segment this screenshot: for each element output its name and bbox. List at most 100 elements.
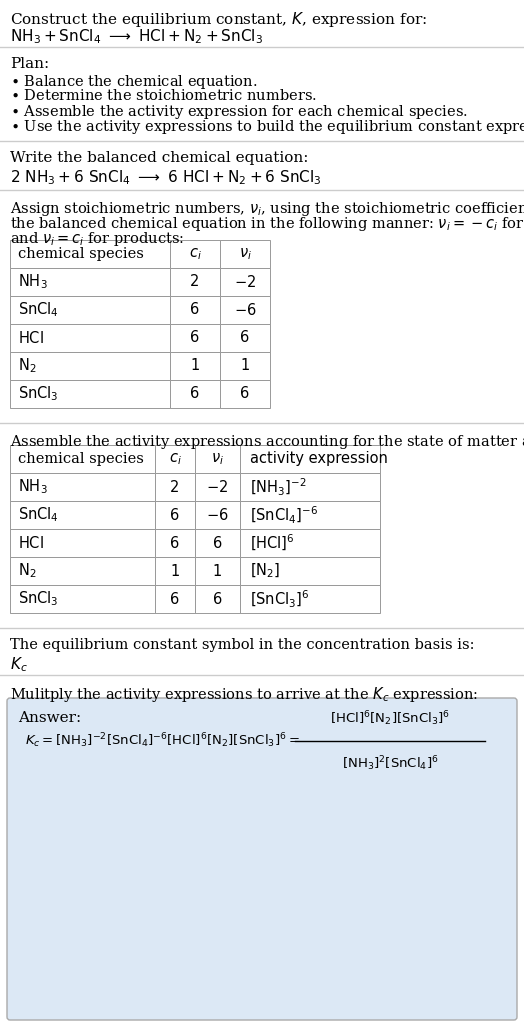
Text: $[\mathrm{N_2}]$: $[\mathrm{N_2}]$ xyxy=(250,562,280,580)
Bar xyxy=(195,585,240,613)
Text: 6: 6 xyxy=(170,535,180,550)
Bar xyxy=(170,324,220,352)
Text: $\mathrm{SnCl_3}$: $\mathrm{SnCl_3}$ xyxy=(18,589,59,609)
Bar xyxy=(10,296,170,324)
Text: chemical species: chemical species xyxy=(18,247,144,261)
Text: 6: 6 xyxy=(190,303,200,317)
Text: $\mathrm{SnCl_4}$: $\mathrm{SnCl_4}$ xyxy=(18,301,59,319)
Bar xyxy=(10,268,170,296)
Bar xyxy=(220,296,270,324)
Bar xyxy=(10,473,155,501)
Bar xyxy=(10,529,155,557)
Text: Construct the equilibrium constant, $K$, expression for:: Construct the equilibrium constant, $K$,… xyxy=(10,10,427,29)
Text: Write the balanced chemical equation:: Write the balanced chemical equation: xyxy=(10,151,309,165)
Text: $c_i$: $c_i$ xyxy=(189,247,201,262)
Bar xyxy=(240,557,380,585)
Bar xyxy=(220,240,270,268)
Bar xyxy=(240,473,380,501)
Text: $\mathrm{SnCl_4}$: $\mathrm{SnCl_4}$ xyxy=(18,505,59,525)
Bar xyxy=(10,445,155,473)
Bar xyxy=(220,324,270,352)
Text: $\mathrm{NH_3}$: $\mathrm{NH_3}$ xyxy=(18,273,48,292)
Text: $\bullet$ Use the activity expressions to build the equilibrium constant express: $\bullet$ Use the activity expressions t… xyxy=(10,118,524,136)
Text: 6: 6 xyxy=(213,535,222,550)
Bar xyxy=(170,380,220,408)
Bar xyxy=(240,529,380,557)
Text: The equilibrium constant symbol in the concentration basis is:: The equilibrium constant symbol in the c… xyxy=(10,638,475,652)
Text: and $\nu_i = c_i$ for products:: and $\nu_i = c_i$ for products: xyxy=(10,230,184,248)
Text: 1: 1 xyxy=(213,564,222,578)
Text: the balanced chemical equation in the following manner: $\nu_i = -c_i$ for react: the balanced chemical equation in the fo… xyxy=(10,215,524,233)
Text: $[\mathrm{NH_3}]^2 [\mathrm{SnCl_4}]^6$: $[\mathrm{NH_3}]^2 [\mathrm{SnCl_4}]^6$ xyxy=(342,754,439,772)
Bar xyxy=(155,501,195,529)
Bar xyxy=(10,501,155,529)
Bar xyxy=(10,557,155,585)
Bar xyxy=(10,240,170,268)
Text: 6: 6 xyxy=(170,507,180,523)
Text: $\nu_i$: $\nu_i$ xyxy=(238,247,252,262)
Text: Assign stoichiometric numbers, $\nu_i$, using the stoichiometric coefficients, $: Assign stoichiometric numbers, $\nu_i$, … xyxy=(10,201,524,218)
Text: $K_c = [\mathrm{NH_3}]^{-2} [\mathrm{SnCl_4}]^{-6} [\mathrm{HCl}]^6 [\mathrm{N_2: $K_c = [\mathrm{NH_3}]^{-2} [\mathrm{SnC… xyxy=(25,731,300,750)
Text: $K_c$: $K_c$ xyxy=(10,655,28,674)
Bar xyxy=(170,352,220,380)
Text: $\mathrm{N_2}$: $\mathrm{N_2}$ xyxy=(18,562,37,580)
Text: $\bullet$ Determine the stoichiometric numbers.: $\bullet$ Determine the stoichiometric n… xyxy=(10,88,317,103)
Text: $\mathrm{NH_3}$: $\mathrm{NH_3}$ xyxy=(18,478,48,496)
Text: $\mathrm{NH_3 + SnCl_4 \ \longrightarrow \ HCl + N_2 + SnCl_3}$: $\mathrm{NH_3 + SnCl_4 \ \longrightarrow… xyxy=(10,27,263,46)
FancyBboxPatch shape xyxy=(7,698,517,1020)
Text: $[\mathrm{SnCl_3}]^6$: $[\mathrm{SnCl_3}]^6$ xyxy=(250,588,309,610)
Text: activity expression: activity expression xyxy=(250,451,388,466)
Text: $\mathrm{HCl}$: $\mathrm{HCl}$ xyxy=(18,330,44,346)
Bar xyxy=(155,585,195,613)
Text: 1: 1 xyxy=(190,358,200,373)
Text: $[\mathrm{NH_3}]^{-2}$: $[\mathrm{NH_3}]^{-2}$ xyxy=(250,477,307,497)
Bar xyxy=(155,445,195,473)
Text: $\mathrm{SnCl_3}$: $\mathrm{SnCl_3}$ xyxy=(18,385,59,403)
Text: 6: 6 xyxy=(190,330,200,346)
Bar xyxy=(240,585,380,613)
Bar xyxy=(195,529,240,557)
Bar xyxy=(220,352,270,380)
Bar xyxy=(170,268,220,296)
Text: 1: 1 xyxy=(241,358,249,373)
Text: 1: 1 xyxy=(170,564,180,578)
Text: Mulitply the activity expressions to arrive at the $K_c$ expression:: Mulitply the activity expressions to arr… xyxy=(10,685,478,704)
Text: 6: 6 xyxy=(170,591,180,607)
Bar xyxy=(170,296,220,324)
Text: Assemble the activity expressions accounting for the state of matter and $\nu_i$: Assemble the activity expressions accoun… xyxy=(10,433,524,451)
Bar xyxy=(240,445,380,473)
Bar xyxy=(155,557,195,585)
Text: 6: 6 xyxy=(241,330,249,346)
Text: $[\mathrm{SnCl_4}]^{-6}$: $[\mathrm{SnCl_4}]^{-6}$ xyxy=(250,504,318,526)
Text: $-6$: $-6$ xyxy=(234,302,256,318)
Text: $\nu_i$: $\nu_i$ xyxy=(211,451,224,466)
Bar xyxy=(170,240,220,268)
Text: $\mathrm{N_2}$: $\mathrm{N_2}$ xyxy=(18,357,37,375)
Text: $-2$: $-2$ xyxy=(206,479,228,495)
Bar xyxy=(220,268,270,296)
Text: $-2$: $-2$ xyxy=(234,274,256,290)
Text: $\mathrm{2\ NH_3 + 6\ SnCl_4 \ \longrightarrow \ 6\ HCl + N_2 + 6\ SnCl_3}$: $\mathrm{2\ NH_3 + 6\ SnCl_4 \ \longrigh… xyxy=(10,168,322,187)
Bar xyxy=(10,585,155,613)
Bar xyxy=(155,473,195,501)
Bar xyxy=(195,557,240,585)
Bar xyxy=(10,324,170,352)
Text: $[\mathrm{HCl}]^6 [\mathrm{N_2}] [\mathrm{SnCl_3}]^6$: $[\mathrm{HCl}]^6 [\mathrm{N_2}] [\mathr… xyxy=(330,709,450,728)
Bar xyxy=(10,380,170,408)
Text: $\mathrm{HCl}$: $\mathrm{HCl}$ xyxy=(18,535,44,551)
Text: 2: 2 xyxy=(170,480,180,494)
Bar xyxy=(155,529,195,557)
Text: $c_i$: $c_i$ xyxy=(169,451,181,466)
Bar xyxy=(240,501,380,529)
Text: 2: 2 xyxy=(190,274,200,290)
Text: Plan:: Plan: xyxy=(10,57,49,71)
Text: chemical species: chemical species xyxy=(18,452,144,466)
Bar xyxy=(195,445,240,473)
Text: $\bullet$ Assemble the activity expression for each chemical species.: $\bullet$ Assemble the activity expressi… xyxy=(10,103,468,121)
Text: $[\mathrm{HCl}]^6$: $[\mathrm{HCl}]^6$ xyxy=(250,533,294,553)
Text: 6: 6 xyxy=(213,591,222,607)
Text: $\bullet$ Balance the chemical equation.: $\bullet$ Balance the chemical equation. xyxy=(10,73,257,91)
Text: $-6$: $-6$ xyxy=(206,507,229,523)
Text: 6: 6 xyxy=(190,387,200,401)
Text: Answer:: Answer: xyxy=(18,711,81,725)
